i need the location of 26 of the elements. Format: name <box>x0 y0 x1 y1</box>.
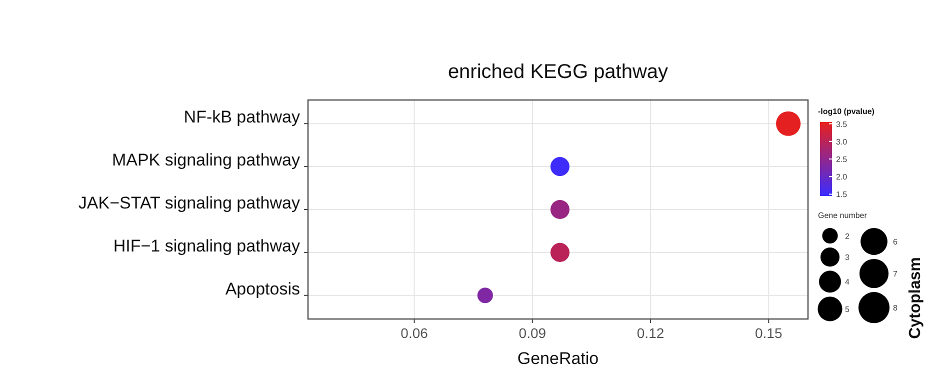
x-tick-label: 0.12 <box>636 325 664 341</box>
y-tick-label: NF-kB pathway <box>184 108 300 127</box>
x-tick-label: 0.06 <box>400 325 428 341</box>
legend-title: Gene number <box>818 211 868 220</box>
legend-label: 8 <box>893 304 898 313</box>
color-bar-title: -log10 (pvalue) <box>818 107 875 116</box>
color-bar-label: 2.5 <box>836 155 848 164</box>
chart-title: enriched KEGG pathway <box>448 61 668 83</box>
x-tick-label: 0.09 <box>518 325 546 341</box>
color-bar-label: 1.5 <box>836 190 848 200</box>
x-tick-label: 0.15 <box>755 325 782 341</box>
legend-label: 7 <box>893 269 898 278</box>
color-bar-label: 2.0 <box>836 172 848 182</box>
color-bar-label: 3.5 <box>836 120 848 129</box>
y-tick-label: HIF−1 signaling pathway <box>113 236 300 256</box>
x-axis-title: GeneRatio <box>517 349 599 368</box>
legend-label: 2 <box>845 232 850 241</box>
color-bar-label: 3.0 <box>836 137 848 146</box>
legend-label: 3 <box>845 253 850 262</box>
y-tick-label: Apoptosis <box>225 279 300 298</box>
legend-label: 6 <box>893 237 898 246</box>
y-tick-label: MAPK signaling pathway <box>112 150 300 170</box>
text: Cytoplasm <box>907 257 924 339</box>
legend-label: 5 <box>845 304 850 314</box>
legend-label: 4 <box>845 278 850 287</box>
y-tick-label: JAK−STAT signaling pathway <box>78 194 300 212</box>
